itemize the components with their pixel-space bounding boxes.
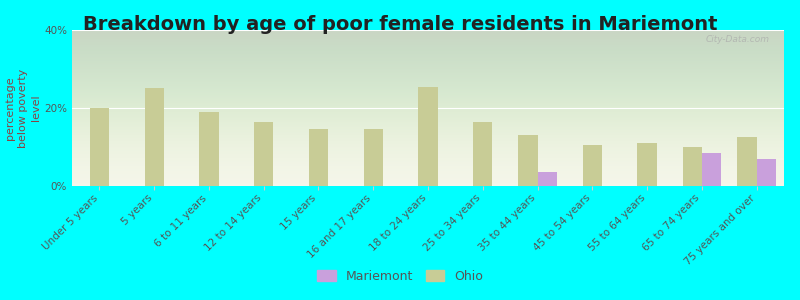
Text: City-Data.com: City-Data.com bbox=[706, 35, 770, 44]
Bar bbox=[418, 86, 438, 186]
Bar bbox=[473, 122, 492, 186]
Bar bbox=[199, 112, 218, 186]
Bar bbox=[364, 129, 383, 186]
Bar bbox=[638, 143, 657, 186]
Bar bbox=[518, 135, 538, 186]
Text: Breakdown by age of poor female residents in Mariemont: Breakdown by age of poor female resident… bbox=[82, 15, 718, 34]
Bar bbox=[254, 122, 274, 186]
Bar bbox=[682, 147, 702, 186]
Bar bbox=[309, 129, 328, 186]
Y-axis label: percentage
below poverty
level: percentage below poverty level bbox=[5, 68, 42, 148]
Bar bbox=[702, 153, 721, 186]
Bar bbox=[757, 159, 776, 186]
Bar bbox=[145, 88, 164, 186]
Bar bbox=[582, 145, 602, 186]
Bar bbox=[538, 172, 557, 186]
Bar bbox=[738, 137, 757, 186]
Legend: Mariemont, Ohio: Mariemont, Ohio bbox=[312, 265, 488, 288]
Bar bbox=[90, 108, 109, 186]
